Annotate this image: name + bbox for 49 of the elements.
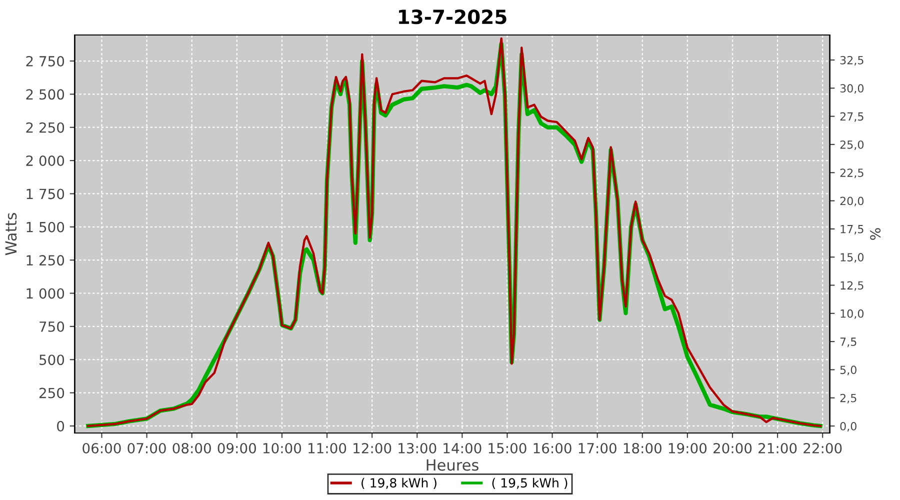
y2-tick-label: 20,0 (840, 196, 864, 206)
y-tick-label: 2 500 (26, 89, 64, 100)
x-tick-label: 13:00 (398, 442, 436, 454)
x-tick-label: 11:00 (308, 442, 346, 454)
y-tick-label: 0 (57, 420, 64, 432)
x-tick-label: 15:00 (488, 442, 526, 454)
y-tick-label: 500 (40, 354, 64, 366)
x-tick-label: 21:00 (758, 442, 797, 454)
legend-label: ( 19,8 kWh ) (362, 478, 436, 490)
x-tick-label: 12:00 (354, 442, 392, 454)
x-tick-label: 07:00 (128, 442, 166, 454)
x-tick-label: 22:00 (804, 442, 842, 454)
x-tick-label: 19:00 (668, 442, 707, 454)
y2-tick-label: 30,0 (840, 84, 864, 94)
y-tick-label: 2 750 (26, 56, 64, 66)
x-tick-label: 18:00 (624, 442, 662, 454)
y2-tick-label: 32,5 (840, 56, 864, 66)
y2-tick-label: 5,0 (840, 366, 856, 376)
y2-tick-label: 22,5 (840, 168, 864, 178)
x-tick-label: 10:00 (263, 442, 302, 454)
y2-tick-label: 7,5 (840, 338, 856, 348)
y-tick-label: 750 (40, 321, 64, 332)
y-axis-title: Watts (5, 213, 17, 256)
x-tick-label: 14:00 (444, 442, 482, 454)
y-tick-label: 2 250 (26, 122, 64, 133)
y-tick-label: 1 750 (26, 188, 64, 200)
y2-tick-label: 0,0 (840, 422, 856, 432)
y2-tick-label: 12,5 (840, 281, 864, 291)
y2-tick-label: 17,5 (840, 225, 864, 234)
x-tick-label: 06:00 (82, 442, 121, 454)
y-tick-label: 1 500 (26, 222, 64, 232)
y-tick-label: 2 000 (26, 156, 64, 166)
y2-tick-label: 25,0 (840, 140, 864, 150)
y2-tick-label: 10,0 (840, 309, 864, 319)
x-axis-title: Heures (426, 459, 478, 471)
y2-axis-title: % (870, 228, 881, 240)
x-tick-label: 16:00 (534, 442, 572, 454)
y-tick-label: 1 250 (26, 255, 64, 266)
y-tick-label: 1 000 (26, 288, 64, 299)
x-tick-label: 08:00 (172, 442, 211, 454)
x-tick-label: 09:00 (218, 442, 256, 454)
legend-label: ( 19,5 kWh ) (492, 478, 568, 490)
chart-title: 13-7-2025 (399, 9, 506, 24)
x-tick-label: 17:00 (578, 442, 616, 454)
x-tick-label: 20:00 (713, 442, 752, 454)
y-tick-label: 250 (39, 388, 64, 398)
y2-tick-label: 27,5 (840, 112, 864, 122)
y2-tick-label: 15,0 (840, 253, 864, 263)
y2-tick-label: 2,5 (840, 394, 856, 404)
